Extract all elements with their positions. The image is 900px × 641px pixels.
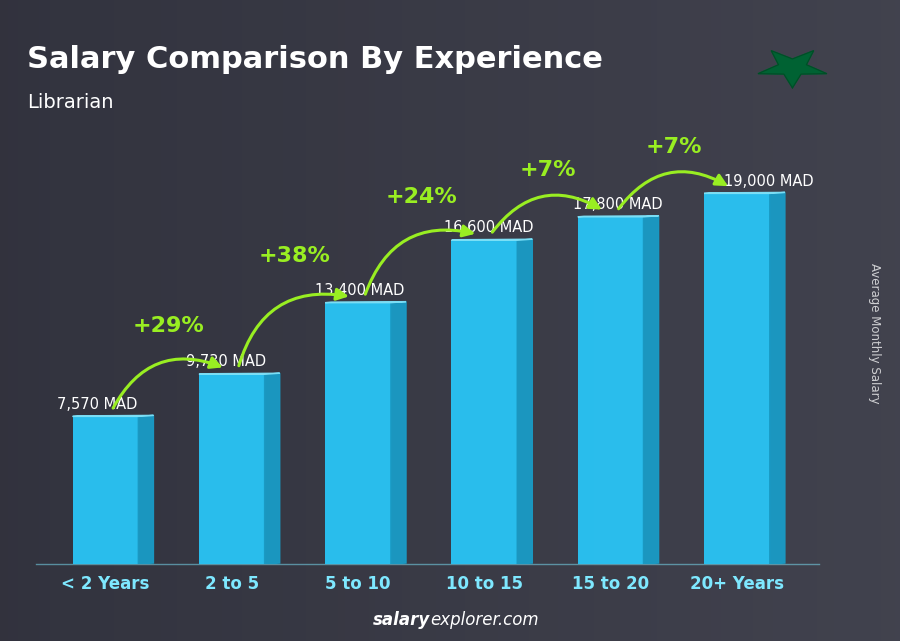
Text: salary: salary [373,612,430,629]
Polygon shape [644,216,659,564]
Text: +24%: +24% [385,187,457,207]
Text: explorer.com: explorer.com [430,612,539,629]
Text: Salary Comparison By Experience: Salary Comparison By Experience [27,45,603,74]
Text: +7%: +7% [645,137,702,156]
Bar [578,217,644,564]
Text: +29%: +29% [132,316,204,336]
Bar [73,417,139,564]
Polygon shape [199,373,280,374]
Polygon shape [578,216,659,217]
Polygon shape [265,373,280,564]
Text: 16,600 MAD: 16,600 MAD [444,221,534,235]
Polygon shape [770,192,785,564]
Polygon shape [758,51,827,88]
Bar [325,303,391,564]
Text: Average Monthly Salary: Average Monthly Salary [868,263,881,404]
Bar [199,374,265,564]
Text: 19,000 MAD: 19,000 MAD [724,174,814,188]
Polygon shape [391,302,406,564]
Polygon shape [139,415,153,564]
Text: +7%: +7% [519,160,576,180]
Bar [704,194,770,564]
Text: 9,730 MAD: 9,730 MAD [186,354,266,369]
Text: 17,800 MAD: 17,800 MAD [572,197,662,212]
Polygon shape [518,239,532,564]
Polygon shape [704,192,785,194]
Text: 13,400 MAD: 13,400 MAD [315,283,404,298]
Polygon shape [452,239,532,240]
Text: Librarian: Librarian [27,93,113,112]
Polygon shape [325,302,406,303]
Text: 7,570 MAD: 7,570 MAD [58,397,138,412]
Polygon shape [73,415,153,417]
Bar [452,240,518,564]
Text: +38%: +38% [259,246,331,266]
